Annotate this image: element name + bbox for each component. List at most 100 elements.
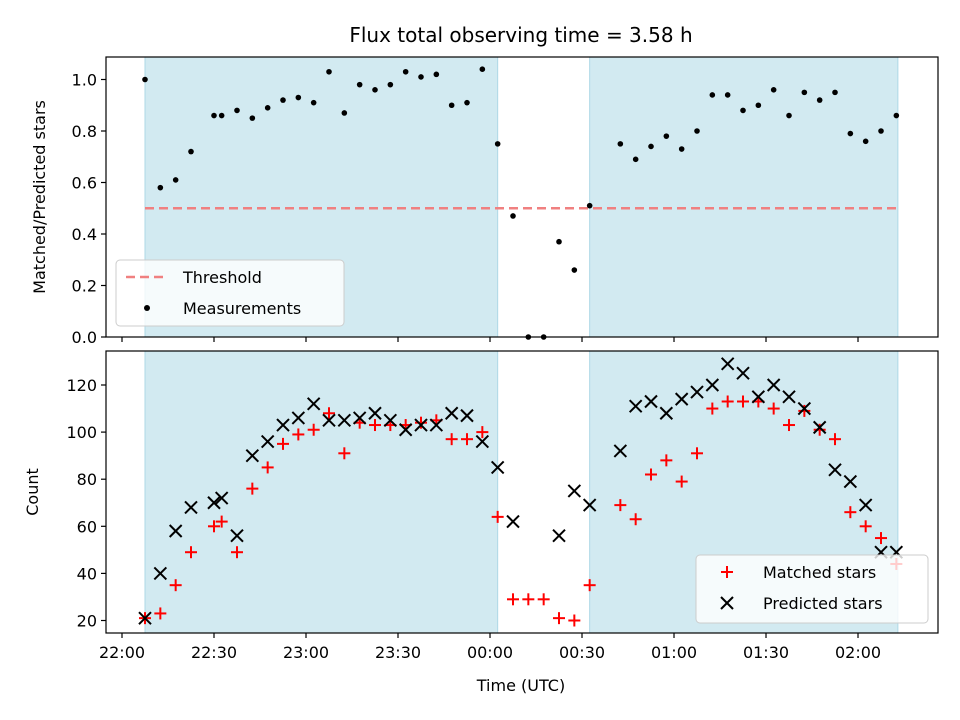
matched-star-point (813, 423, 826, 436)
x-tick-label: 22:30 (191, 643, 237, 662)
matched-star-point (338, 447, 351, 460)
predicted-star-point (475, 434, 490, 449)
predicted-star-point (291, 411, 306, 425)
measurement-point (786, 112, 792, 119)
measurement-point (188, 148, 194, 155)
matched-star-point (675, 475, 688, 488)
chart-title: Flux total observing time = 3.58 h (349, 23, 692, 47)
bottom-shaded-span (144, 350, 499, 634)
top-y-tick-label: 0.8 (72, 122, 97, 141)
predicted-star-point (260, 434, 275, 449)
measurement-point (387, 81, 394, 88)
measurement-point (724, 92, 731, 98)
predicted-star-point (858, 498, 873, 512)
matched-star-point (415, 416, 428, 429)
predicted-star-point (490, 460, 505, 475)
predicted-star-point (306, 397, 321, 411)
bottom-axes-frame (105, 350, 939, 634)
predicted-star-point (751, 390, 766, 404)
measurement-point (341, 110, 348, 116)
matched-star-point (614, 499, 627, 512)
top-y-tick-label: 0.0 (72, 328, 97, 347)
top-x-ticks (121, 337, 859, 342)
measurement-point (264, 105, 271, 111)
measurement-point (249, 115, 256, 121)
bottom-data-points (138, 357, 904, 627)
predicted-star-point (828, 463, 842, 477)
measurement-point (211, 112, 217, 119)
top-y-ticks: 0.0 0.2 0.4 0.6 0.8 1.0 (72, 71, 106, 347)
matched-star-point (208, 520, 221, 533)
matched-star-point (767, 402, 780, 415)
matched-star-point (553, 612, 566, 625)
matched-star-point (829, 433, 842, 446)
top-y-axis-label: Matched/Predicted stars (30, 100, 49, 294)
bottom-y-ticks: 20 40 60 80 100 120 (66, 376, 106, 631)
matched-star-point (798, 404, 811, 417)
matched-star-point (261, 461, 274, 474)
measurement-point (663, 133, 670, 139)
top-y-tick-label: 1.0 (72, 71, 97, 90)
predicted-star-point (337, 413, 352, 428)
predicted-star-point (705, 378, 720, 392)
predicted-star-point (843, 474, 858, 489)
measurement-point (510, 213, 516, 219)
matched-star-point (844, 506, 857, 519)
measurement-point (157, 184, 164, 191)
measurement-point (617, 141, 624, 147)
matched-star-point (706, 402, 719, 415)
x-tick-label: 02:00 (835, 643, 881, 662)
legend-predicted-label: Predicted stars (763, 594, 883, 613)
predicted-star-point (184, 500, 198, 515)
x-tick-label: 01:00 (651, 643, 697, 662)
measurement-point (632, 156, 639, 163)
measurement-point (234, 107, 240, 114)
measurement-point (218, 112, 225, 119)
predicted-star-point (368, 406, 382, 420)
predicted-star-point (168, 524, 183, 538)
predicted-star-point (720, 357, 735, 371)
predicted-star-point (766, 378, 781, 392)
predicted-star-point (797, 401, 812, 416)
matched-star-point (307, 423, 320, 436)
measurement-point (755, 102, 762, 109)
predicted-star-point (322, 413, 336, 428)
matched-star-point (292, 428, 305, 441)
predicted-star-point (398, 423, 413, 437)
x-axis-label: Time (UTC) (476, 676, 565, 695)
measurement-point (678, 146, 685, 152)
legend-predicted-swatch (720, 596, 734, 610)
matched-star-point (277, 437, 290, 450)
matched-star-point (246, 482, 259, 495)
bottom-y-axis-label: Count (23, 468, 42, 516)
predicted-star-point (153, 566, 168, 581)
legend-measurements-label: Measurements (183, 299, 301, 318)
top-y-tick-label: 0.6 (72, 174, 97, 193)
measurement-point (448, 102, 455, 109)
top-shaded-span (589, 56, 899, 338)
top-shaded-spans (144, 56, 899, 338)
predicted-star-point (567, 484, 582, 498)
legend-matched-label: Matched stars (763, 563, 876, 582)
measurement-point (464, 99, 470, 106)
measurement-point (740, 107, 746, 114)
measurement-point (801, 89, 808, 96)
bottom-x-ticks: 22:00 22:30 23:00 23:30 00:00 00:30 01:00 01:30… (99, 633, 881, 662)
matched-star-point (645, 468, 658, 481)
matched-star-point (369, 419, 382, 432)
measurement-point (280, 97, 286, 103)
measurement-point (310, 99, 317, 106)
measurement-point (832, 89, 838, 96)
bottom-y-tick-label: 80 (77, 470, 97, 489)
matched-star-point (783, 419, 796, 432)
measurement-point (816, 97, 823, 103)
x-tick-label: 23:00 (283, 643, 329, 662)
measurement-point (172, 177, 179, 183)
predicted-star-point (429, 418, 444, 432)
predicted-star-point (245, 448, 260, 463)
measurement-point (418, 74, 424, 80)
x-tick-label: 22:00 (99, 643, 145, 662)
matched-star-point (583, 579, 596, 592)
matched-star-point (568, 614, 581, 627)
